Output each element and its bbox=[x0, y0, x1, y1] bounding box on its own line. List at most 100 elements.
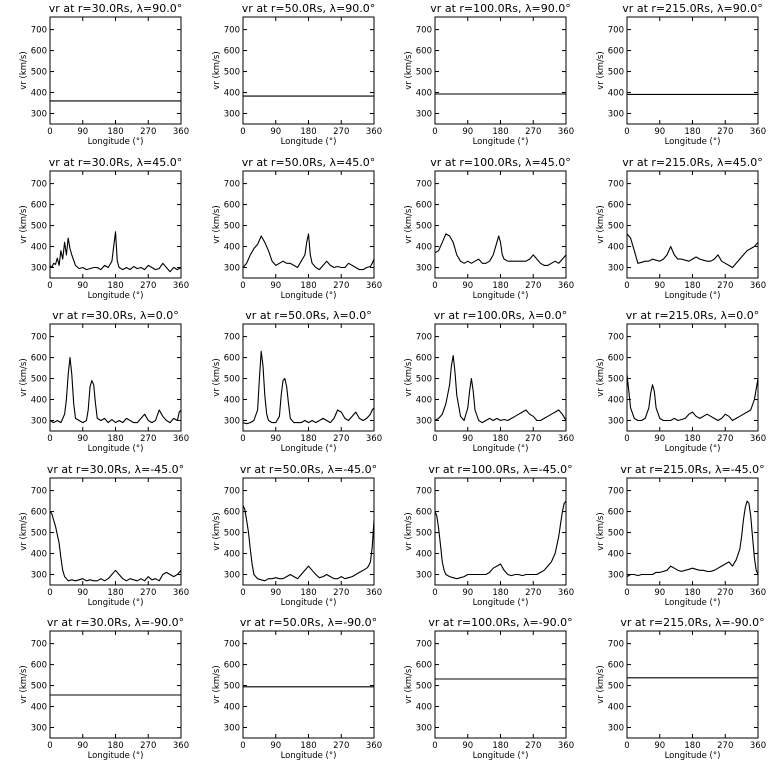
x-tick-label: 0 bbox=[47, 127, 52, 137]
y-tick-label: 400 bbox=[224, 89, 240, 99]
y-tick-label: 300 bbox=[31, 724, 47, 734]
x-axis-label: Longitude (°) bbox=[281, 751, 337, 761]
x-tick-label: 90 bbox=[270, 127, 281, 137]
plot-frame bbox=[49, 477, 182, 586]
y-tick-label: 300 bbox=[608, 110, 624, 120]
y-tick-label: 600 bbox=[608, 201, 624, 211]
series-line bbox=[242, 233, 375, 271]
y-tick-label: 400 bbox=[224, 243, 240, 253]
y-axis-label: vr (km/s) bbox=[596, 512, 606, 550]
y-tick-label: 400 bbox=[224, 550, 240, 560]
y-tick-label: 300 bbox=[608, 724, 624, 734]
y-tick-label: 500 bbox=[416, 68, 432, 78]
y-tick-label: 500 bbox=[31, 68, 47, 78]
chart-title: vr at r=100.0Rs, λ=0.0° bbox=[434, 309, 567, 322]
x-tick-label: 360 bbox=[173, 434, 189, 444]
plot-frame bbox=[434, 477, 567, 586]
x-axis-label: Longitude (°) bbox=[281, 444, 337, 454]
chart-panel: vr at r=215.0Rs, λ=-90.0° 0 90 180 270 360 300… bbox=[596, 616, 766, 761]
y-tick-label: 600 bbox=[224, 508, 240, 518]
y-tick-label: 600 bbox=[608, 47, 624, 57]
y-tick-label: 700 bbox=[31, 640, 47, 650]
chart-title: vr at r=50.0Rs, λ=0.0° bbox=[245, 309, 371, 322]
plot-frame bbox=[434, 630, 567, 739]
chart-panel: vr at r=100.0Rs, λ=0.0° 0 90 180 270 360 300 40… bbox=[404, 309, 574, 454]
chart-panel: vr at r=100.0Rs, λ=-45.0° 0 90 180 270 360 300… bbox=[404, 463, 574, 608]
x-tick-label: 270 bbox=[717, 127, 733, 137]
y-tick-label: 500 bbox=[416, 529, 432, 539]
x-tick-label: 0 bbox=[240, 741, 245, 751]
y-tick-label: 300 bbox=[224, 110, 240, 120]
x-tick-label: 270 bbox=[140, 127, 156, 137]
x-axis-label: Longitude (°) bbox=[281, 137, 337, 147]
y-tick-label: 300 bbox=[224, 417, 240, 427]
y-tick-label: 300 bbox=[31, 571, 47, 581]
y-tick-label: 300 bbox=[224, 571, 240, 581]
plot-frame bbox=[626, 16, 759, 125]
y-tick-label: 700 bbox=[608, 333, 624, 343]
x-tick-label: 0 bbox=[624, 588, 629, 598]
y-tick-label: 300 bbox=[608, 417, 624, 427]
y-tick-label: 500 bbox=[224, 222, 240, 232]
y-tick-label: 400 bbox=[224, 703, 240, 713]
x-tick-label: 270 bbox=[333, 281, 349, 291]
y-tick-label: 500 bbox=[608, 375, 624, 385]
y-tick-label: 700 bbox=[608, 180, 624, 190]
x-tick-label: 0 bbox=[240, 127, 245, 137]
x-tick-label: 270 bbox=[717, 434, 733, 444]
chart-panel: vr at r=50.0Rs, λ=-45.0° 0 90 180 270 360 300 4… bbox=[212, 463, 382, 608]
plot-frame bbox=[242, 170, 375, 279]
y-tick-label: 400 bbox=[416, 89, 432, 99]
y-tick-label: 400 bbox=[31, 396, 47, 406]
y-tick-label: 700 bbox=[31, 487, 47, 497]
x-tick-label: 270 bbox=[333, 588, 349, 598]
y-axis-label: vr (km/s) bbox=[19, 205, 29, 243]
y-tick-label: 400 bbox=[31, 243, 47, 253]
y-tick-label: 400 bbox=[31, 89, 47, 99]
chart-panel: vr at r=50.0Rs, λ=-90.0° 0 90 180 270 360 300 4… bbox=[212, 616, 382, 761]
x-axis-label: Longitude (°) bbox=[281, 598, 337, 608]
x-tick-label: 90 bbox=[654, 434, 665, 444]
series-line bbox=[626, 233, 759, 269]
x-tick-label: 360 bbox=[366, 127, 382, 137]
x-tick-label: 360 bbox=[366, 281, 382, 291]
y-tick-label: 600 bbox=[31, 354, 47, 364]
y-tick-label: 700 bbox=[608, 487, 624, 497]
x-tick-label: 270 bbox=[717, 588, 733, 598]
y-axis-label: vr (km/s) bbox=[212, 512, 222, 550]
x-tick-label: 180 bbox=[684, 588, 700, 598]
x-tick-label: 270 bbox=[717, 281, 733, 291]
plot-frame bbox=[49, 630, 182, 739]
chart-panel: vr at r=100.0Rs, λ=-90.0° 0 90 180 270 360 300… bbox=[404, 616, 574, 761]
plot-frame bbox=[626, 477, 759, 586]
x-axis-label: Longitude (°) bbox=[473, 751, 529, 761]
plot-frame bbox=[49, 323, 182, 432]
x-tick-label: 0 bbox=[47, 281, 52, 291]
x-tick-label: 90 bbox=[77, 588, 88, 598]
y-tick-label: 500 bbox=[608, 529, 624, 539]
x-tick-label: 270 bbox=[525, 588, 541, 598]
x-tick-label: 90 bbox=[270, 434, 281, 444]
x-tick-label: 90 bbox=[77, 281, 88, 291]
x-tick-label: 180 bbox=[300, 434, 316, 444]
x-tick-label: 180 bbox=[684, 741, 700, 751]
x-tick-label: 0 bbox=[47, 588, 52, 598]
y-tick-label: 600 bbox=[224, 201, 240, 211]
chart-title: vr at r=30.0Rs, λ=-45.0° bbox=[47, 463, 184, 476]
chart-panel: vr at r=30.0Rs, λ=45.0° 0 90 180 270 360 300 40… bbox=[19, 156, 189, 301]
y-axis-label: vr (km/s) bbox=[596, 665, 606, 703]
y-tick-label: 300 bbox=[31, 417, 47, 427]
x-tick-label: 180 bbox=[107, 281, 123, 291]
x-tick-label: 180 bbox=[492, 588, 508, 598]
y-tick-label: 500 bbox=[416, 375, 432, 385]
x-tick-label: 90 bbox=[462, 588, 473, 598]
chart-panel: vr at r=50.0Rs, λ=45.0° 0 90 180 270 360 300 40… bbox=[212, 156, 382, 301]
chart-panel: vr at r=30.0Rs, λ=0.0° 0 90 180 270 360 300 400… bbox=[19, 309, 189, 454]
plot-frame bbox=[626, 630, 759, 739]
chart-panel: vr at r=50.0Rs, λ=90.0° 0 90 180 270 360 300 40… bbox=[212, 2, 382, 147]
y-tick-label: 400 bbox=[608, 550, 624, 560]
plot-frame bbox=[242, 477, 375, 586]
chart-panel: vr at r=50.0Rs, λ=0.0° 0 90 180 270 360 300 400… bbox=[212, 309, 382, 454]
plot-frame bbox=[242, 630, 375, 739]
y-tick-label: 400 bbox=[608, 703, 624, 713]
